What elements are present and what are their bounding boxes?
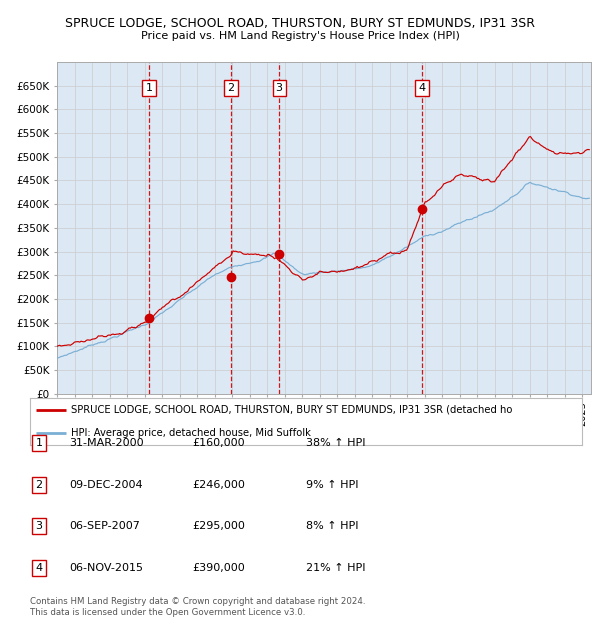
Text: SPRUCE LODGE, SCHOOL ROAD, THURSTON, BURY ST EDMUNDS, IP31 3SR (detached ho: SPRUCE LODGE, SCHOOL ROAD, THURSTON, BUR… <box>71 405 513 415</box>
Text: 38% ↑ HPI: 38% ↑ HPI <box>306 438 365 448</box>
Text: 8% ↑ HPI: 8% ↑ HPI <box>306 521 359 531</box>
Text: 4: 4 <box>418 83 425 93</box>
Text: 09-DEC-2004: 09-DEC-2004 <box>69 480 143 490</box>
Text: HPI: Average price, detached house, Mid Suffolk: HPI: Average price, detached house, Mid … <box>71 428 311 438</box>
Text: Price paid vs. HM Land Registry's House Price Index (HPI): Price paid vs. HM Land Registry's House … <box>140 31 460 41</box>
Text: 31-MAR-2000: 31-MAR-2000 <box>69 438 143 448</box>
Text: 3: 3 <box>275 83 283 93</box>
Text: 3: 3 <box>35 521 43 531</box>
Text: £390,000: £390,000 <box>192 563 245 573</box>
Text: £295,000: £295,000 <box>192 521 245 531</box>
Text: SPRUCE LODGE, SCHOOL ROAD, THURSTON, BURY ST EDMUNDS, IP31 3SR: SPRUCE LODGE, SCHOOL ROAD, THURSTON, BUR… <box>65 17 535 30</box>
Text: 21% ↑ HPI: 21% ↑ HPI <box>306 563 365 573</box>
Text: Contains HM Land Registry data © Crown copyright and database right 2024.
This d: Contains HM Land Registry data © Crown c… <box>30 598 365 617</box>
Text: 2: 2 <box>227 83 235 93</box>
Text: 2: 2 <box>35 480 43 490</box>
Text: £160,000: £160,000 <box>192 438 245 448</box>
Text: 4: 4 <box>35 563 43 573</box>
Text: 9% ↑ HPI: 9% ↑ HPI <box>306 480 359 490</box>
Text: 1: 1 <box>145 83 152 93</box>
Text: 1: 1 <box>35 438 43 448</box>
Text: £246,000: £246,000 <box>192 480 245 490</box>
Text: 06-SEP-2007: 06-SEP-2007 <box>69 521 140 531</box>
Text: 06-NOV-2015: 06-NOV-2015 <box>69 563 143 573</box>
